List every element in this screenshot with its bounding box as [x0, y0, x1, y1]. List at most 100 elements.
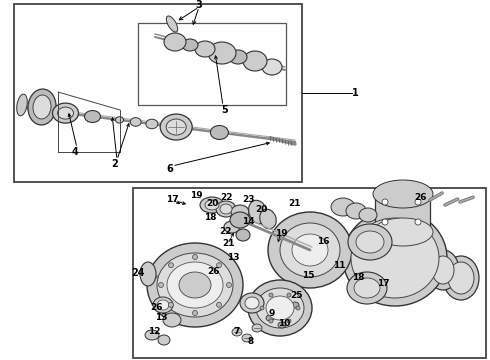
Ellipse shape	[343, 210, 447, 306]
Ellipse shape	[166, 16, 178, 32]
Ellipse shape	[140, 262, 156, 286]
Ellipse shape	[157, 253, 233, 317]
Text: 4: 4	[72, 147, 78, 157]
Circle shape	[269, 293, 273, 297]
Ellipse shape	[252, 324, 262, 332]
Bar	[133, 188, 486, 358]
Ellipse shape	[230, 212, 250, 228]
Text: 20: 20	[206, 199, 218, 208]
Circle shape	[169, 302, 173, 307]
Circle shape	[217, 302, 221, 307]
Ellipse shape	[248, 280, 312, 336]
Text: 14: 14	[242, 217, 254, 226]
Ellipse shape	[236, 229, 250, 241]
Ellipse shape	[347, 272, 387, 304]
Ellipse shape	[373, 218, 433, 246]
Ellipse shape	[158, 335, 170, 345]
Text: 21: 21	[222, 239, 234, 248]
Ellipse shape	[153, 297, 173, 313]
Text: 20: 20	[255, 204, 267, 213]
Ellipse shape	[17, 94, 27, 116]
Text: 19: 19	[190, 192, 202, 201]
Circle shape	[193, 255, 197, 260]
Ellipse shape	[292, 234, 328, 266]
Bar	[375, 194, 430, 232]
Ellipse shape	[232, 328, 242, 336]
Circle shape	[158, 283, 164, 288]
Ellipse shape	[260, 209, 276, 229]
Ellipse shape	[280, 223, 340, 277]
Circle shape	[193, 310, 197, 315]
Text: 26: 26	[414, 194, 426, 202]
Ellipse shape	[354, 278, 380, 298]
Ellipse shape	[229, 50, 247, 64]
Text: 25: 25	[290, 291, 302, 300]
Text: 9: 9	[269, 310, 275, 319]
Circle shape	[169, 263, 173, 268]
Ellipse shape	[268, 212, 352, 288]
Ellipse shape	[167, 262, 223, 308]
Circle shape	[415, 219, 421, 225]
Text: 2: 2	[112, 159, 119, 169]
Ellipse shape	[346, 203, 366, 219]
Circle shape	[269, 319, 273, 323]
Text: 8: 8	[248, 337, 254, 346]
Text: 10: 10	[278, 319, 290, 328]
Ellipse shape	[242, 334, 252, 342]
Text: 12: 12	[148, 328, 160, 337]
Ellipse shape	[243, 51, 267, 71]
Text: 22: 22	[220, 194, 232, 202]
Text: 6: 6	[167, 164, 173, 174]
Circle shape	[287, 319, 291, 323]
Ellipse shape	[443, 256, 479, 300]
Ellipse shape	[262, 59, 282, 75]
Ellipse shape	[52, 103, 78, 123]
Ellipse shape	[28, 89, 56, 125]
Ellipse shape	[348, 224, 392, 260]
Circle shape	[287, 293, 291, 297]
Ellipse shape	[240, 293, 264, 313]
Circle shape	[226, 283, 231, 288]
Ellipse shape	[373, 180, 433, 208]
Ellipse shape	[278, 322, 286, 328]
Ellipse shape	[356, 231, 384, 253]
Text: 23: 23	[242, 195, 254, 204]
Ellipse shape	[130, 118, 141, 126]
Ellipse shape	[331, 198, 355, 216]
Text: 13: 13	[155, 314, 167, 323]
Text: 17: 17	[377, 279, 390, 288]
Ellipse shape	[180, 125, 188, 131]
Circle shape	[382, 219, 388, 225]
Text: 19: 19	[275, 229, 287, 238]
Ellipse shape	[166, 119, 186, 135]
Text: 3: 3	[196, 0, 202, 10]
Text: 21: 21	[288, 199, 300, 208]
Ellipse shape	[248, 200, 268, 224]
Ellipse shape	[205, 200, 219, 210]
Ellipse shape	[351, 218, 439, 298]
Text: 13: 13	[227, 252, 239, 261]
Ellipse shape	[200, 197, 224, 213]
Ellipse shape	[220, 204, 232, 214]
Ellipse shape	[157, 300, 169, 310]
Ellipse shape	[84, 111, 100, 122]
Ellipse shape	[179, 272, 211, 298]
Ellipse shape	[266, 296, 294, 320]
Ellipse shape	[145, 330, 159, 340]
Text: 26: 26	[150, 303, 162, 312]
Ellipse shape	[164, 33, 186, 51]
Ellipse shape	[266, 315, 274, 321]
Ellipse shape	[210, 126, 228, 139]
Text: 16: 16	[317, 237, 329, 246]
Ellipse shape	[245, 297, 259, 309]
Ellipse shape	[147, 243, 243, 327]
Ellipse shape	[291, 302, 299, 308]
Ellipse shape	[160, 114, 192, 140]
Ellipse shape	[33, 95, 51, 119]
Ellipse shape	[163, 313, 181, 327]
Ellipse shape	[224, 221, 240, 233]
Ellipse shape	[195, 41, 215, 57]
Text: 5: 5	[221, 105, 228, 115]
Circle shape	[217, 263, 221, 268]
Ellipse shape	[116, 117, 123, 123]
